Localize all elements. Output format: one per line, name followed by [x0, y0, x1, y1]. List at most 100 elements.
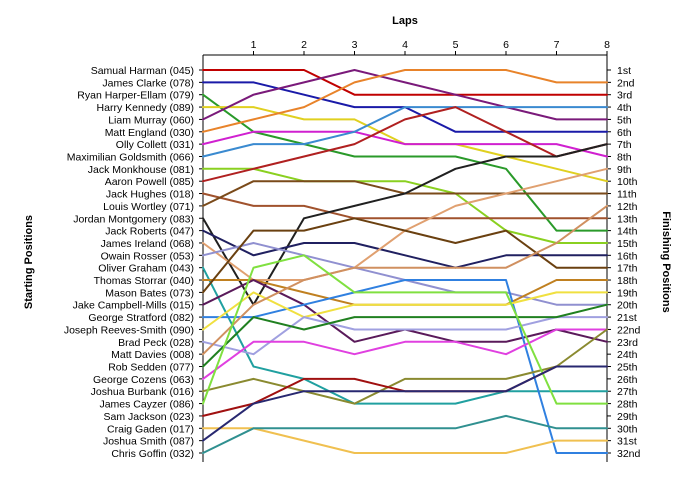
axes [199, 51, 611, 462]
starting-driver-label: James Cayzer (086) [99, 399, 194, 411]
series-line [202, 365, 608, 442]
starting-driver-label: Aaron Powell (085) [105, 176, 194, 188]
starting-driver-label: James Ireland (068) [101, 238, 194, 250]
series-line [202, 279, 608, 454]
starting-driver-label: Mason Bates (073) [105, 287, 194, 299]
series-line [202, 266, 608, 405]
series-line [202, 106, 608, 158]
starting-driver-label: Joshua Smith (087) [103, 436, 194, 448]
finishing-position-label: 19th [617, 287, 638, 299]
finishing-position-label: 28th [617, 399, 638, 411]
finishing-position-label: 10th [617, 176, 638, 188]
starting-driver-label: Owain Rosser (053) [101, 250, 194, 262]
top-axis-title: Laps [392, 15, 418, 27]
starting-driver-label: Jordan Montgomery (083) [73, 213, 194, 225]
finishing-position-label: 21st [617, 312, 637, 324]
starting-driver-label: James Clarke (078) [102, 77, 194, 89]
finishing-position-label: 6th [617, 127, 632, 139]
series-line [202, 217, 608, 294]
starting-driver-label: Matt England (030) [105, 127, 194, 139]
lap-tick-label: 1 [251, 39, 257, 51]
series-line [202, 291, 608, 331]
series-line [202, 328, 608, 405]
left-axis-title: Starting Positions [23, 215, 35, 309]
finishing-position-label: 31st [617, 436, 637, 448]
lap-tick-label: 8 [604, 39, 610, 51]
series-line [202, 106, 608, 183]
starting-driver-label: Samual Harman (045) [91, 65, 194, 77]
starting-driver-label: Rob Sedden (077) [108, 362, 194, 374]
lap-tick-label: 4 [402, 39, 408, 51]
starting-driver-label: Jack Hughes (018) [106, 189, 194, 201]
starting-driver-label: Joshua Burbank (016) [91, 386, 194, 398]
finishing-position-label: 9th [617, 164, 632, 176]
starting-driver-label: Oliver Graham (043) [98, 263, 194, 275]
labels: 1 2 3 4 5 6 7 81st2nd3rd4th5th6th7th8th9th10th1… [64, 39, 641, 460]
series-line [202, 204, 608, 356]
finishing-position-label: 29th [617, 411, 638, 423]
finishing-position-label: 2nd [617, 77, 635, 89]
finishing-position-label: 24th [617, 349, 638, 361]
starting-driver-label: Jack Monkhouse (081) [88, 164, 194, 176]
series-line [202, 328, 608, 380]
series-line [202, 427, 608, 454]
series-line [202, 167, 608, 281]
finishing-position-label: 12th [617, 201, 638, 213]
finishing-position-label: 3rd [617, 90, 632, 102]
starting-driver-label: Olly Collett (031) [116, 139, 194, 151]
starting-driver-label: Maximilian Goldsmith (066) [67, 151, 194, 163]
series-line [202, 254, 608, 405]
lap-tick-label: 3 [352, 39, 358, 51]
finishing-position-label: 17th [617, 263, 638, 275]
starting-driver-label: Thomas Storrar (040) [94, 275, 194, 287]
lap-tick-label: 6 [503, 39, 509, 51]
starting-driver-label: Craig Gaden (017) [107, 423, 194, 435]
finishing-position-label: 16th [617, 250, 638, 262]
finishing-position-label: 30th [617, 423, 638, 435]
starting-driver-label: Liam Murray (060) [108, 114, 194, 126]
series-line [202, 69, 608, 121]
finishing-position-label: 23rd [617, 337, 638, 349]
series-line [202, 69, 608, 133]
finishing-position-label: 27th [617, 386, 638, 398]
starting-driver-label: George Cozens (063) [93, 374, 194, 386]
finishing-position-label: 32nd [617, 448, 641, 460]
finishing-position-label: 8th [617, 151, 632, 163]
series-line [202, 130, 608, 158]
starting-driver-label: Jake Campbell-Mills (015) [73, 300, 194, 312]
starting-driver-label: Louis Wortley (071) [103, 201, 194, 213]
series-line [202, 192, 608, 220]
series-line [202, 143, 608, 306]
finishing-position-label: 22nd [617, 324, 641, 336]
finishing-position-label: 11th [617, 189, 637, 201]
series-line [202, 93, 608, 232]
series-lines [202, 69, 608, 454]
finishing-position-label: 20th [617, 300, 638, 312]
finishing-position-label: 13th [617, 213, 638, 225]
starting-driver-label: Jack Roberts (047) [105, 226, 194, 238]
lap-tick-label: 5 [453, 39, 459, 51]
starting-driver-label: Ryan Harper-Ellam (079) [77, 90, 194, 102]
finishing-position-label: 4th [617, 102, 632, 114]
starting-driver-label: Harry Kennedy (089) [97, 102, 194, 114]
series-line [202, 316, 608, 356]
finishing-position-label: 15th [617, 238, 638, 250]
series-line [202, 229, 608, 269]
finishing-position-label: 14th [617, 226, 638, 238]
series-line [202, 69, 608, 96]
starting-driver-label: Brad Peck (028) [118, 337, 194, 349]
lap-tick-label: 7 [554, 39, 560, 51]
starting-driver-label: Matt Davies (008) [111, 349, 194, 361]
starting-driver-label: Sam Jackson (023) [104, 411, 194, 423]
series-line [202, 303, 608, 368]
finishing-position-label: 5th [617, 114, 632, 126]
finishing-position-label: 7th [617, 139, 632, 151]
finishing-position-label: 1st [617, 65, 631, 77]
starting-driver-label: Joseph Reeves-Smith (090) [64, 324, 194, 336]
finishing-position-label: 18th [617, 275, 638, 287]
series-line [202, 414, 608, 454]
lap-tick-label: 2 [301, 39, 307, 51]
finishing-position-label: 25th [617, 362, 638, 374]
